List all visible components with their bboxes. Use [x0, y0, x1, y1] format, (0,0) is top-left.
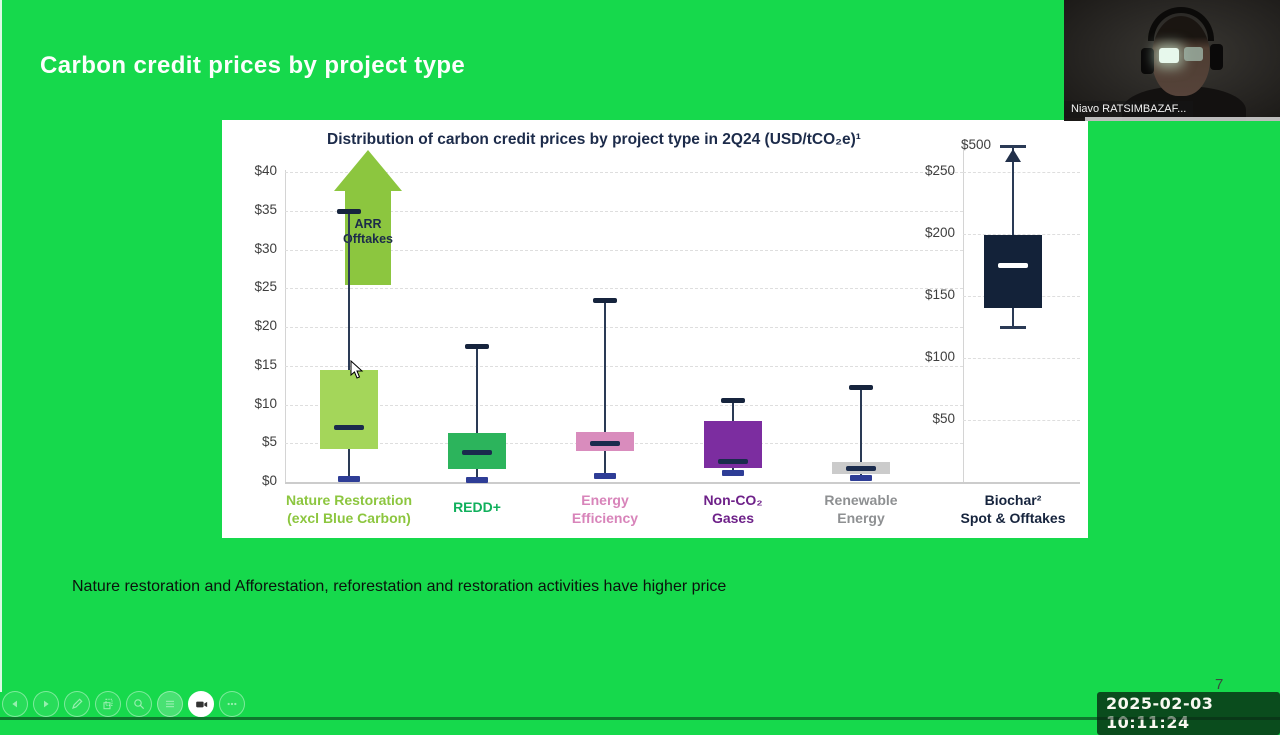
y-axis-line: [285, 170, 286, 482]
mouse-cursor: [350, 360, 364, 379]
left-axis-tick: $30: [254, 241, 277, 256]
screen-left-edge: [0, 0, 2, 692]
arr-annotation-text: ARR Offtakes: [342, 217, 394, 246]
whisker-top-cap: [593, 297, 617, 303]
right-axis-tick: $200: [924, 225, 955, 240]
whisker-line: [860, 386, 862, 479]
right-axis-tick: $250: [924, 163, 955, 178]
whisker-top-cap: [1000, 145, 1026, 148]
gridline: [285, 210, 963, 212]
category-label: Renewable Energy: [824, 492, 898, 526]
right-axis-line: [963, 142, 964, 482]
left-axis-tick: $15: [254, 357, 277, 372]
overflow-max-label: $500: [960, 137, 991, 152]
whisker-line: [348, 210, 350, 479]
category-label: Energy Efficiency: [571, 492, 639, 526]
whisker-line: [476, 346, 478, 480]
left-axis-tick: $5: [261, 434, 277, 449]
whisker-line: [604, 299, 606, 476]
median-line: [846, 466, 876, 472]
more-options-icon[interactable]: [219, 691, 245, 717]
whisker-top-cap: [721, 397, 745, 403]
slide-title: Carbon credit prices by project type: [40, 52, 466, 79]
median-line: [998, 262, 1028, 268]
slide-page-number: 7: [1215, 676, 1224, 693]
median-line: [718, 458, 748, 464]
arr-arrow-head: [334, 150, 402, 191]
whisker-bottom-cap: [338, 475, 360, 482]
pages-icon[interactable]: [95, 691, 121, 717]
whisker-top-cap: [849, 384, 873, 390]
pen-icon[interactable]: [64, 691, 90, 717]
left-axis-tick: $0: [261, 473, 277, 488]
left-axis-tick: $20: [254, 318, 277, 333]
gridline: [285, 249, 963, 251]
median-line: [334, 425, 364, 431]
whisker-bottom-cap: [1000, 326, 1026, 329]
gridline: [963, 172, 1080, 173]
screen-bottom-edge: [0, 717, 1280, 720]
magnifier-icon[interactable]: [126, 691, 152, 717]
camera-icon[interactable]: [188, 691, 214, 717]
participant-name-label: Niavo RATSIMBAZAF...: [1064, 101, 1194, 118]
left-axis-tick: $35: [254, 202, 277, 217]
whisker-arrow-up-icon: [1005, 149, 1021, 162]
category-label: Non-CO₂ Gases: [703, 492, 763, 526]
slide-note: Nature restoration and Afforestation, re…: [72, 578, 727, 595]
left-axis-tick: $25: [254, 279, 277, 294]
webcam-tile[interactable]: Niavo RATSIMBAZAF...: [1064, 0, 1280, 121]
median-line: [462, 450, 492, 456]
headphone-earcup-left: [1141, 48, 1154, 74]
recording-timestamp: 2025-02-03 10:11:24: [1097, 692, 1280, 735]
headphones-icon: [1148, 7, 1214, 41]
whisker-top-cap: [337, 208, 361, 214]
right-axis-tick: $150: [924, 287, 955, 302]
whisker-bottom-cap: [850, 475, 872, 482]
right-axis-tick: $100: [924, 349, 955, 364]
whisker-bottom-cap: [594, 472, 616, 479]
presentation-toolbar: [2, 691, 245, 717]
category-label: REDD+: [453, 499, 501, 515]
glasses-reflection-left: [1159, 48, 1179, 63]
gridline: [285, 172, 963, 173]
whisker-top-cap: [465, 344, 489, 350]
left-axis-tick: $40: [254, 163, 277, 178]
notes-icon[interactable]: [157, 691, 183, 717]
previous-slide-icon[interactable]: [2, 691, 28, 717]
x-axis-line: [285, 482, 1080, 484]
gridline: [285, 404, 963, 406]
category-label: Biochar² Spot & Offtakes: [960, 492, 1066, 526]
webcam-bottom-edge: [1085, 117, 1280, 121]
chart-panel: $0 $5 $10 $15 $20 $25 $30 $35 $40 $50 $100 $150 $200…: [222, 120, 1088, 538]
gridline: [963, 358, 1080, 359]
whisker-bottom-cap: [722, 469, 744, 476]
chart-title: Distribution of carbon credit prices by …: [327, 131, 861, 148]
arr-arrow-shaft: [345, 190, 391, 285]
category-label: Nature Restoration (excl Blue Carbon): [285, 492, 413, 526]
gridline: [285, 327, 963, 328]
boxplot-chart: $0 $5 $10 $15 $20 $25 $30 $35 $40 $50 $100 $150 $200…: [222, 120, 1088, 538]
median-line: [590, 440, 620, 446]
boxplot-box: [984, 235, 1042, 309]
gridline: [963, 420, 1080, 421]
headphone-earcup-right: [1210, 44, 1223, 70]
gridline: [285, 288, 963, 290]
next-slide-icon[interactable]: [33, 691, 59, 717]
gridline: [285, 365, 963, 367]
boxplot-box: [320, 369, 378, 450]
whisker-bottom-cap: [466, 476, 488, 483]
left-axis-tick: $10: [254, 396, 277, 411]
gridline: [963, 234, 1080, 235]
right-axis-tick: $50: [932, 411, 955, 426]
glasses-reflection-right: [1184, 47, 1203, 61]
